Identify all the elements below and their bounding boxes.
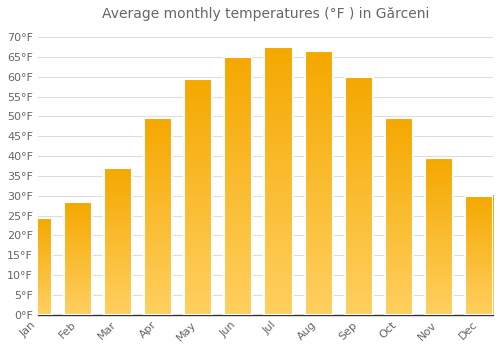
Title: Average monthly temperatures (°F ) in Gărceni: Average monthly temperatures (°F ) in Gă…	[102, 7, 429, 21]
Bar	[24, 218, 52, 315]
Bar	[104, 168, 132, 315]
Bar	[144, 118, 172, 315]
Bar	[385, 118, 413, 315]
Bar	[465, 196, 493, 315]
Bar	[264, 47, 292, 315]
Bar	[224, 57, 252, 315]
Bar	[184, 79, 212, 315]
Bar	[425, 158, 453, 315]
Bar	[304, 51, 332, 315]
Bar	[64, 202, 92, 315]
Bar	[344, 77, 372, 315]
